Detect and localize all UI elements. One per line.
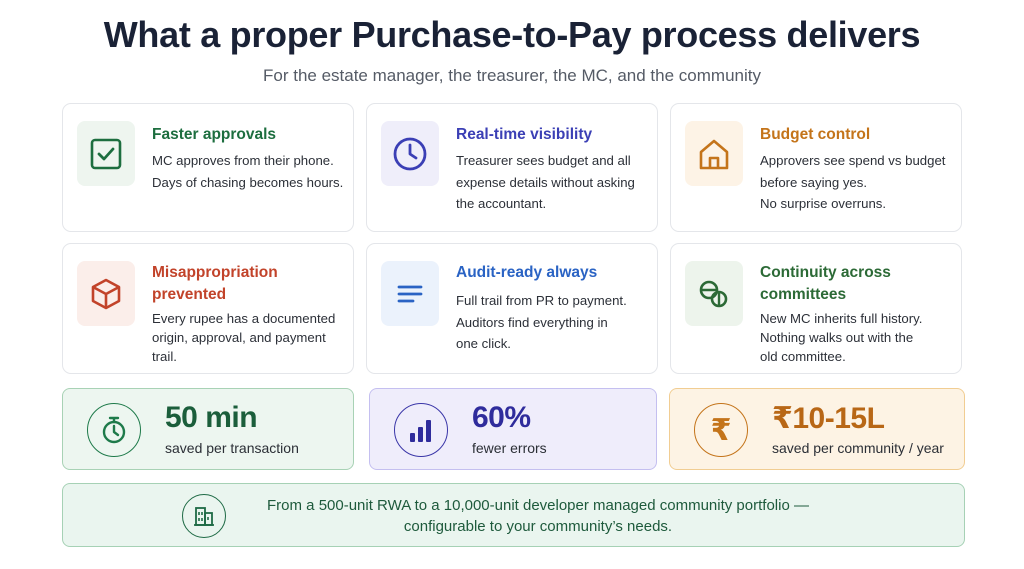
card-line: Approvers see spend vs budget xyxy=(760,153,946,168)
card-title-line: Continuity across xyxy=(760,264,891,281)
card-body: Full trail from PR to payment. Auditors … xyxy=(456,290,656,355)
stat-label: saved per community / year xyxy=(772,440,944,456)
card-title: Budget control xyxy=(760,126,871,143)
card-continuity: Continuity across committees New MC inhe… xyxy=(670,243,962,374)
scale-banner: From a 500-unit RWA to a 10,000-unit dev… xyxy=(62,483,965,547)
card-body: Every rupee has a documented origin, app… xyxy=(152,309,352,366)
card-title-line: Misappropriation xyxy=(152,264,278,281)
card-line: before saying yes. xyxy=(760,174,868,190)
card-line: Every rupee has a documented xyxy=(152,311,336,326)
stat-value: 50 min xyxy=(165,401,258,434)
stat-value: ₹10-15L xyxy=(772,402,885,435)
clock-icon xyxy=(381,121,439,186)
card-title: Faster approvals xyxy=(152,126,277,143)
card-misappropriation-prevented: Misappropriation prevented Every rupee h… xyxy=(62,243,354,374)
bar-chart-icon xyxy=(394,403,448,457)
stat-value: 60% xyxy=(472,401,531,434)
handoff-icon xyxy=(685,261,743,326)
card-real-time-visibility: Real-time visibility Treasurer sees budg… xyxy=(366,103,658,232)
page-subtitle: For the estate manager, the treasurer, t… xyxy=(263,66,761,85)
card-title: Continuity across committees xyxy=(760,262,955,306)
card-line: No surprise overruns. xyxy=(760,196,887,211)
card-line: one click. xyxy=(456,336,511,351)
stat-time-saved: 50 min saved per transaction xyxy=(62,388,354,470)
stat-label: saved per transaction xyxy=(165,440,299,456)
card-faster-approvals: Faster approvals MC approves from their … xyxy=(62,103,354,232)
stopwatch-icon xyxy=(87,403,141,457)
card-title: Audit-ready always xyxy=(456,264,598,281)
card-line: origin, approval, and payment trail. xyxy=(152,330,326,364)
cube-icon xyxy=(77,261,135,326)
card-line: Nothing walks out with the xyxy=(760,330,914,345)
card-body: MC approves from their phone. Days of ch… xyxy=(152,150,352,193)
stat-label: fewer errors xyxy=(472,440,547,456)
rupee-icon: ₹ xyxy=(694,403,748,457)
card-line: Auditors find everything in xyxy=(456,314,608,330)
card-line: New MC inherits full history. xyxy=(760,311,923,326)
page-title: What a proper Purchase-to-Pay process de… xyxy=(103,14,921,55)
card-title: Misappropriation prevented xyxy=(152,262,347,306)
card-body: New MC inherits full history. Nothing wa… xyxy=(760,309,960,366)
house-icon xyxy=(685,121,743,186)
card-line: expense details without asking xyxy=(456,174,635,190)
card-line: Days of chasing becomes hours. xyxy=(152,174,344,190)
card-title: Real-time visibility xyxy=(456,126,593,143)
banner-line: configurable to your community’s needs. xyxy=(403,518,673,535)
card-line: Treasurer sees budget and all xyxy=(456,153,631,168)
card-line: MC approves from their phone. xyxy=(152,153,334,168)
stat-errors: 60% fewer errors xyxy=(369,388,657,470)
card-title-line: committees xyxy=(760,286,847,303)
stat-money-saved: ₹ ₹10-15L saved per community / year xyxy=(669,388,965,470)
card-body: Approvers see spend vs budget before say… xyxy=(760,150,960,215)
card-line: Full trail from PR to payment. xyxy=(456,293,627,308)
banner-line: From a 500-unit RWA to a 10,000-unit dev… xyxy=(267,497,809,514)
card-audit-ready: Audit-ready always Full trail from PR to… xyxy=(366,243,658,374)
card-line: the accountant. xyxy=(456,196,547,211)
card-body: Treasurer sees budget and all expense de… xyxy=(456,150,656,215)
checkbox-icon xyxy=(77,121,135,186)
card-title-line: prevented xyxy=(152,286,227,303)
building-icon xyxy=(182,494,226,538)
card-budget-control: Budget control Approvers see spend vs bu… xyxy=(670,103,962,232)
card-line: old committee. xyxy=(760,349,846,364)
banner-text: From a 500-unit RWA to a 10,000-unit dev… xyxy=(238,495,838,537)
list-icon xyxy=(381,261,439,326)
